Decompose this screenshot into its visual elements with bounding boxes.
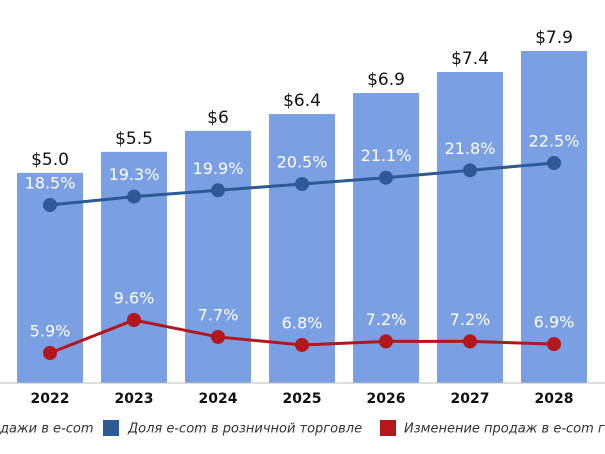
legend-marker [380, 420, 396, 436]
x-tick-label: 2023 [115, 391, 154, 407]
point-label: 9.6% [114, 289, 155, 308]
point [379, 170, 393, 185]
point [463, 163, 477, 178]
bar [101, 151, 167, 383]
point-label: 19.9% [193, 159, 244, 178]
legend-label: Доля e-com в розничной торговле [127, 422, 362, 437]
bar-label: $5.0 [31, 150, 69, 170]
point [463, 334, 477, 349]
legend-label: Изменение продаж в e-com г [404, 422, 605, 437]
point-label: 6.8% [282, 313, 323, 332]
legend-label: дажи в e-com [0, 422, 94, 437]
point [547, 156, 561, 170]
point-label: 20.5% [277, 153, 328, 172]
point [127, 189, 141, 204]
point [295, 337, 309, 352]
point-label: 22.5% [529, 132, 580, 151]
point [295, 177, 309, 191]
point-label: 21.1% [361, 146, 412, 165]
x-tick-label: 2028 [535, 391, 574, 407]
point-label: 18.5% [25, 174, 76, 193]
point [211, 183, 225, 198]
bar-label: $6 [207, 108, 229, 128]
point-label: 6.9% [534, 313, 575, 332]
bar-label: $6.4 [283, 91, 321, 111]
point-label: 21.8% [445, 139, 496, 158]
bar [437, 72, 503, 383]
point-label: 19.3% [109, 165, 160, 184]
point [43, 198, 57, 212]
x-tick-label: 2022 [31, 391, 70, 407]
point [211, 329, 225, 344]
bar [521, 51, 587, 383]
point-label: 7.2% [450, 310, 491, 329]
x-tick-label: 2024 [199, 391, 238, 407]
point-label: 5.9% [30, 322, 71, 341]
point [379, 334, 393, 349]
bar-label: $7.9 [535, 28, 573, 48]
point-label: 7.2% [366, 310, 407, 329]
bar-label: $7.4 [451, 49, 489, 69]
point [127, 313, 141, 327]
x-tick-label: 2026 [367, 391, 406, 407]
point [547, 337, 561, 352]
point-label: 7.7% [198, 305, 239, 324]
legend-marker [103, 420, 119, 436]
point [43, 346, 57, 360]
bar-label: $6.9 [367, 70, 405, 90]
x-tick-label: 2027 [451, 391, 490, 407]
bar-label: $5.5 [115, 129, 153, 149]
x-tick-label: 2025 [283, 391, 322, 407]
